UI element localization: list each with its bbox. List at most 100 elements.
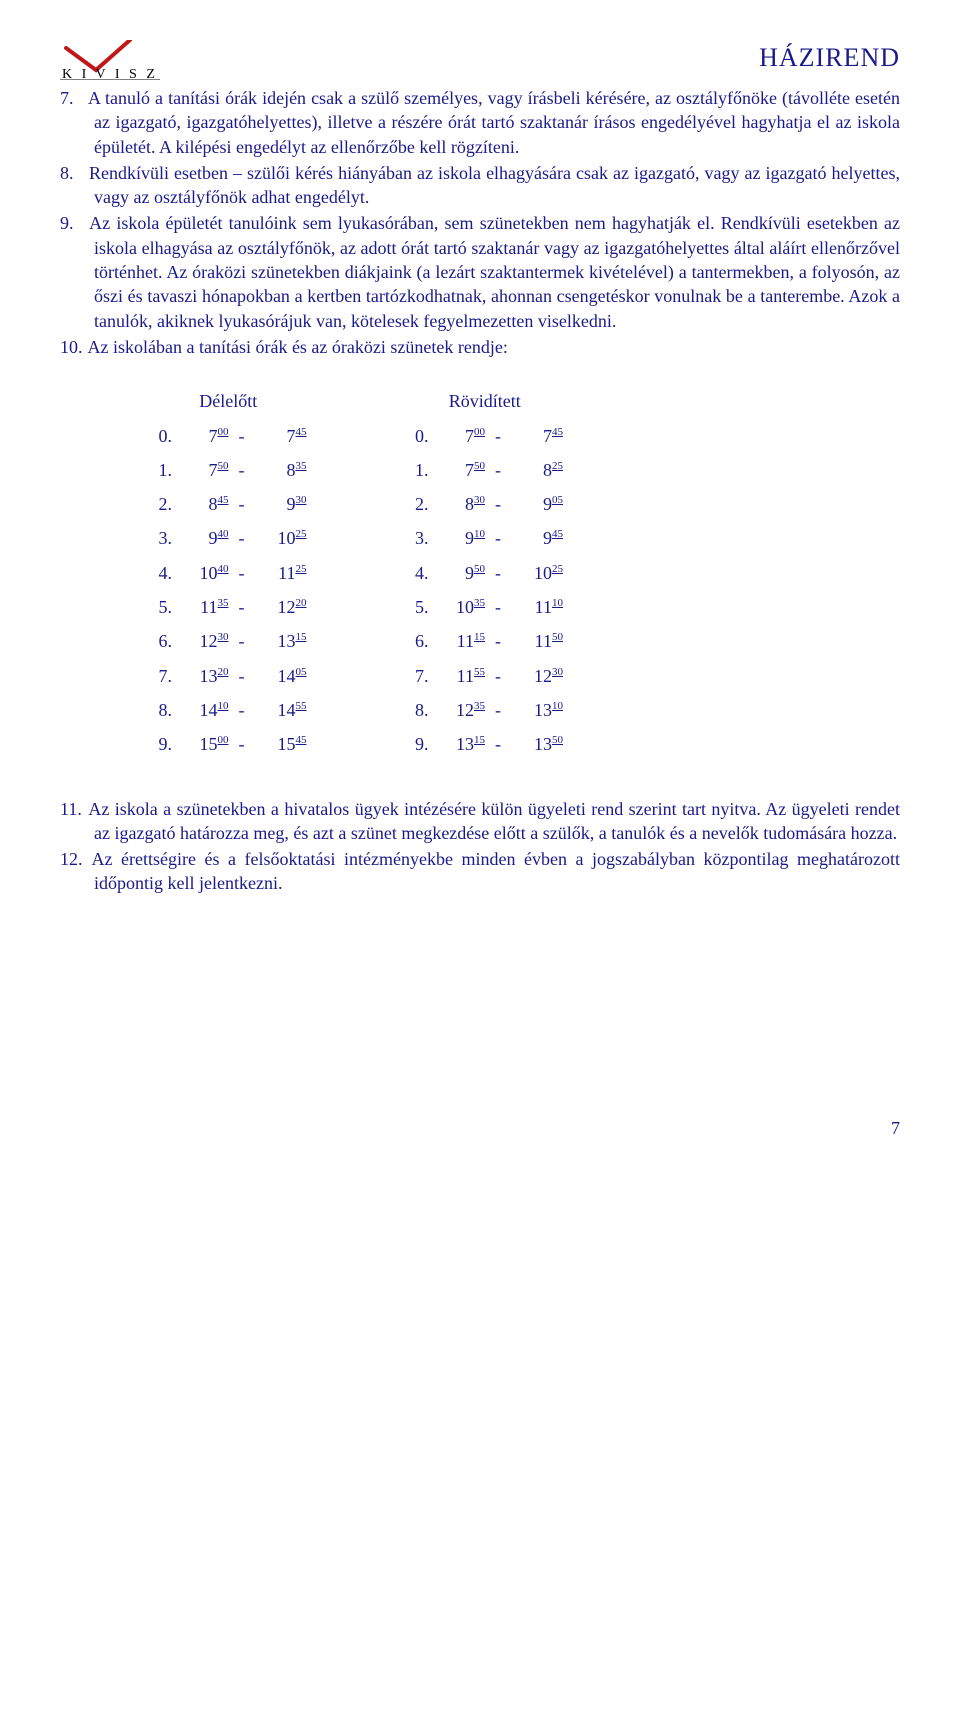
- schedule-row: 7. 1155-1230: [407, 664, 564, 688]
- schedule-from: 750: [433, 458, 485, 482]
- schedule-index: 7.: [150, 664, 172, 688]
- list-item-number: 9.: [60, 211, 84, 235]
- schedule-index: 5.: [407, 595, 429, 619]
- schedule-from: 1315: [433, 732, 485, 756]
- ordered-list-bottom: 11. Az iskola a szünetekben a hivatalos …: [60, 797, 900, 896]
- schedule-index: 8.: [407, 698, 429, 722]
- schedule-from: 1135: [177, 595, 229, 619]
- schedule-row: 9. 1315-1350: [407, 732, 564, 756]
- schedule-row: 2. 830-905: [407, 492, 564, 516]
- schedule-to: 1230: [511, 664, 563, 688]
- schedule-index: 7.: [407, 664, 429, 688]
- schedule-row: 6. 1230-1315: [150, 629, 307, 653]
- logo-svg: K I V I S Z: [60, 40, 160, 80]
- schedule-to: 1025: [511, 561, 563, 585]
- logo-text: K I V I S Z: [62, 67, 158, 80]
- schedule-index: 2.: [407, 492, 429, 516]
- schedule-to: 1125: [255, 561, 307, 585]
- schedule-index: 1.: [407, 458, 429, 482]
- list-item: 8. Rendkívüli esetben – szülői kérés hiá…: [60, 161, 900, 210]
- list-item: 11. Az iskola a szünetekben a hivatalos …: [60, 797, 900, 846]
- schedule-dash: -: [485, 732, 511, 756]
- schedule-to: 1315: [255, 629, 307, 653]
- schedule-to: 1405: [255, 664, 307, 688]
- schedule-from: 700: [433, 424, 485, 448]
- schedule-dash: -: [229, 629, 255, 653]
- schedule-from: 950: [433, 561, 485, 585]
- schedule-to: 745: [511, 424, 563, 448]
- schedule-index: 4.: [407, 561, 429, 585]
- schedule-index: 6.: [150, 629, 172, 653]
- schedule-row: 3. 940-1025: [150, 526, 307, 550]
- schedule-to: 1220: [255, 595, 307, 619]
- schedule-row: 0. 700-745: [407, 424, 564, 448]
- schedule-dash: -: [229, 561, 255, 585]
- schedule-from: 830: [433, 492, 485, 516]
- schedule-to: 1110: [511, 595, 563, 619]
- schedule-row: 9. 1500-1545: [150, 732, 307, 756]
- schedule-row: 1. 750-835: [150, 458, 307, 482]
- timetable-short-title: Rövidített: [407, 389, 564, 413]
- list-item-number: 12.: [60, 847, 84, 871]
- schedule-dash: -: [485, 561, 511, 585]
- schedule-index: 3.: [150, 526, 172, 550]
- timetable-morning-title: Délelőtt: [150, 389, 307, 413]
- schedule-row: 2. 845-930: [150, 492, 307, 516]
- schedule-dash: -: [229, 424, 255, 448]
- ordered-list-top: 7. A tanuló a tanítási órák idején csak …: [60, 86, 900, 359]
- schedule-index: 0.: [407, 424, 429, 448]
- list-item: 9. Az iskola épületét tanulóink sem lyuk…: [60, 211, 900, 332]
- schedule-index: 8.: [150, 698, 172, 722]
- schedule-dash: -: [229, 526, 255, 550]
- document-title: HÁZIREND: [759, 40, 900, 75]
- schedule-row: 7. 1320-1405: [150, 664, 307, 688]
- schedule-dash: -: [485, 595, 511, 619]
- list-item-number: 10.: [60, 335, 84, 359]
- schedule-dash: -: [485, 492, 511, 516]
- schedule-index: 9.: [407, 732, 429, 756]
- schedule-index: 0.: [150, 424, 172, 448]
- timetable-container: Délelőtt 0. 700-7451. 750-8352. 845-9303…: [150, 389, 900, 766]
- schedule-from: 1235: [433, 698, 485, 722]
- schedule-from: 1230: [177, 629, 229, 653]
- schedule-to: 905: [511, 492, 563, 516]
- schedule-index: 3.: [407, 526, 429, 550]
- schedule-to: 945: [511, 526, 563, 550]
- schedule-dash: -: [485, 629, 511, 653]
- schedule-row: 5. 1035-1110: [407, 595, 564, 619]
- schedule-row: 4. 1040-1125: [150, 561, 307, 585]
- schedule-dash: -: [485, 424, 511, 448]
- schedule-to: 1545: [255, 732, 307, 756]
- schedule-index: 6.: [407, 629, 429, 653]
- schedule-from: 1320: [177, 664, 229, 688]
- schedule-dash: -: [229, 698, 255, 722]
- schedule-row: 6. 1115-1150: [407, 629, 564, 653]
- schedule-from: 1115: [433, 629, 485, 653]
- schedule-from: 1410: [177, 698, 229, 722]
- schedule-row: 5. 1135-1220: [150, 595, 307, 619]
- schedule-from: 1040: [177, 561, 229, 585]
- page-number: 7: [60, 1116, 900, 1140]
- schedule-dash: -: [229, 664, 255, 688]
- schedule-dash: -: [485, 664, 511, 688]
- page-header: K I V I S Z HÁZIREND: [60, 40, 900, 80]
- timetable-morning: Délelőtt 0. 700-7451. 750-8352. 845-9303…: [150, 389, 307, 766]
- list-item: 7. A tanuló a tanítási órák idején csak …: [60, 86, 900, 159]
- schedule-from: 910: [433, 526, 485, 550]
- schedule-from: 845: [177, 492, 229, 516]
- schedule-to: 1150: [511, 629, 563, 653]
- schedule-dash: -: [229, 492, 255, 516]
- schedule-row: 8. 1235-1310: [407, 698, 564, 722]
- timetable-short: Rövidített 0. 700-7451. 750-8252. 830-90…: [407, 389, 564, 766]
- schedule-index: 4.: [150, 561, 172, 585]
- list-item-number: 8.: [60, 161, 84, 185]
- schedule-to: 1310: [511, 698, 563, 722]
- schedule-from: 1500: [177, 732, 229, 756]
- schedule-to: 1350: [511, 732, 563, 756]
- schedule-from: 940: [177, 526, 229, 550]
- schedule-row: 3. 910-945: [407, 526, 564, 550]
- list-item: 12. Az érettségire és a felsőoktatási in…: [60, 847, 900, 896]
- schedule-from: 750: [177, 458, 229, 482]
- list-item-number: 11.: [60, 797, 84, 821]
- schedule-from: 700: [177, 424, 229, 448]
